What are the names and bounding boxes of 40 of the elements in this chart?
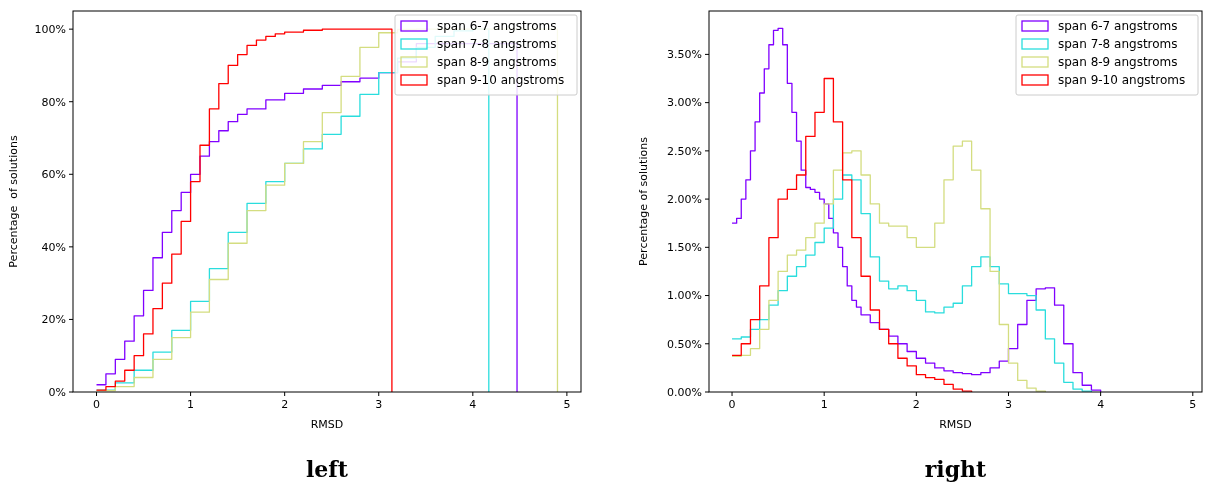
- y-tick-label: 1.00%: [667, 289, 702, 303]
- y-tick-label: 80%: [41, 95, 66, 109]
- x-tick-label: 5: [563, 398, 571, 411]
- y-tick-label: 100%: [34, 22, 66, 36]
- text: left: [306, 456, 349, 482]
- y-axis-title: Percentage of solutions: [7, 135, 20, 268]
- y-axis-title: Percentage of solutions: [637, 136, 650, 266]
- y-tick-label: 0.50%: [667, 337, 702, 351]
- x-tick-label: 5: [1189, 398, 1197, 411]
- x-tick-label: 3: [1004, 398, 1012, 411]
- text: right: [924, 456, 988, 482]
- y-tick-label: 3.00%: [667, 96, 702, 110]
- y-tick-label: 60%: [41, 168, 66, 182]
- legend-label: span 6-7 angstroms: [437, 19, 557, 33]
- x-tick-label: 4: [1097, 398, 1105, 411]
- x-tick-label: 2: [281, 398, 289, 411]
- legend-label: span 8-9 angstroms: [1058, 55, 1178, 69]
- x-tick-label: 2: [912, 398, 920, 411]
- y-tick-label: 3.50%: [667, 48, 702, 62]
- x-tick-label: 0: [728, 398, 736, 411]
- legend-label: span 7-8 angstroms: [1058, 37, 1178, 51]
- legend-label: span 6-7 angstroms: [1058, 19, 1178, 33]
- x-axis-title: RMSD: [939, 418, 972, 431]
- y-tick-label: 40%: [41, 240, 66, 254]
- x-axis-title: RMSD: [310, 418, 344, 431]
- y-tick-label: 2.00%: [667, 192, 702, 206]
- legend-label: span 9-10 angstroms: [1058, 73, 1186, 87]
- x-tick-label: 3: [375, 398, 383, 411]
- x-tick-label: 1: [820, 398, 828, 411]
- y-tick-label: 2.50%: [667, 144, 702, 158]
- y-tick-label: 0.00%: [667, 385, 702, 399]
- legend-label: span 7-8 angstroms: [437, 37, 557, 51]
- y-tick-label: 1.50%: [667, 241, 702, 255]
- y-tick-label: 20%: [41, 313, 66, 327]
- legend-label: span 9-10 angstroms: [437, 73, 565, 87]
- y-tick-label: 0%: [48, 385, 66, 399]
- x-tick-label: 0: [93, 398, 101, 411]
- legend-label: span 8-9 angstroms: [437, 55, 557, 69]
- x-tick-label: 4: [469, 398, 477, 411]
- x-tick-label: 1: [187, 398, 195, 411]
